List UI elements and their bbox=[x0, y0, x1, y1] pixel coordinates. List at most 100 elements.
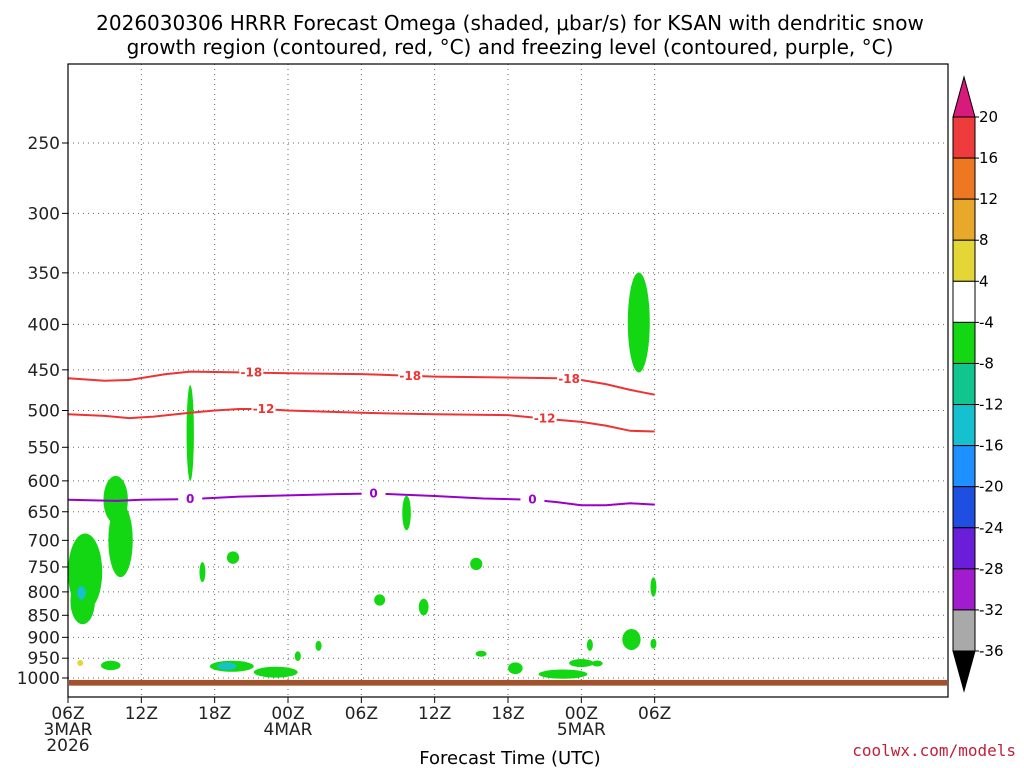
colorbar-tick-label: -24 bbox=[979, 519, 1004, 537]
colorbar-tick-label: 8 bbox=[979, 231, 989, 249]
colorbar-tick-label: -4 bbox=[979, 313, 994, 331]
x-tick-label: 06Z bbox=[51, 704, 84, 724]
contour-label--18: -18 bbox=[558, 372, 580, 386]
colorbar-tick-label: -8 bbox=[979, 354, 994, 372]
x-tick-year: 2026 bbox=[46, 736, 89, 756]
colorbar-bin bbox=[952, 486, 976, 529]
colorbar-bin bbox=[952, 198, 976, 241]
omega-region bbox=[569, 659, 594, 668]
colorbar-bin bbox=[952, 280, 976, 323]
contour-label-bg bbox=[532, 410, 557, 427]
y-tick-label: 600 bbox=[28, 472, 60, 492]
x-tick-date: 5MAR bbox=[557, 720, 606, 740]
colorbar-top-arrow bbox=[952, 75, 976, 118]
y-tick-label: 300 bbox=[28, 204, 60, 224]
y-tick-label: 350 bbox=[28, 264, 60, 284]
omega-region bbox=[507, 662, 523, 675]
y-tick-label: 850 bbox=[28, 606, 60, 626]
y-tick-label: 900 bbox=[28, 628, 60, 648]
x-tick-label: 00Z bbox=[565, 704, 598, 724]
colorbar-tick-label: -16 bbox=[979, 437, 1004, 455]
omega-region bbox=[470, 557, 483, 571]
y-tick-label: 550 bbox=[28, 438, 60, 458]
y-tick-label: 500 bbox=[28, 402, 60, 422]
contour-label-bg bbox=[239, 364, 264, 381]
omega-region bbox=[226, 551, 240, 564]
omega-region bbox=[475, 650, 487, 657]
y-tick-label: 950 bbox=[28, 649, 60, 669]
colorbar-bin bbox=[952, 362, 976, 406]
omega-region bbox=[294, 651, 301, 662]
colorbar-bin bbox=[952, 527, 976, 570]
omega-region bbox=[591, 660, 603, 667]
x-tick-label: 06Z bbox=[345, 704, 378, 724]
contour-label-0: 0 bbox=[186, 492, 194, 506]
omega-region bbox=[315, 640, 322, 651]
y-tick-label: 250 bbox=[28, 134, 60, 154]
omega-region bbox=[418, 598, 429, 616]
omega-region bbox=[627, 272, 650, 373]
y-tick-label: 800 bbox=[28, 583, 60, 603]
omega-region bbox=[586, 639, 593, 651]
omega-region bbox=[186, 385, 194, 481]
colorbar-bin bbox=[952, 239, 976, 282]
x-tick-label: 18Z bbox=[491, 704, 524, 724]
colorbar-bin bbox=[952, 321, 976, 364]
omega-region bbox=[650, 638, 657, 649]
contour-label-bg bbox=[361, 485, 386, 502]
ground-band bbox=[69, 679, 947, 686]
plot-area: 2503003504004505005506006507007508008509… bbox=[17, 63, 949, 756]
colorbar-tick-label: -12 bbox=[979, 396, 1004, 414]
omega-region bbox=[374, 594, 386, 606]
contour-label-bg bbox=[398, 367, 423, 384]
colorbar-tick-label: -20 bbox=[979, 478, 1004, 496]
omega-region bbox=[650, 577, 657, 597]
x-tick-label: 12Z bbox=[125, 704, 158, 724]
x-tick-label: 06Z bbox=[638, 704, 671, 724]
plot-border bbox=[67, 63, 949, 698]
x-tick-label: 18Z bbox=[198, 704, 231, 724]
omega-region bbox=[199, 562, 206, 583]
contour-label-0: 0 bbox=[528, 493, 536, 507]
colorbar-tick-label: 12 bbox=[979, 190, 998, 208]
contour-line--12 bbox=[67, 408, 655, 433]
plot-frame bbox=[67, 63, 949, 698]
contour-line--18 bbox=[67, 370, 655, 396]
omega-region bbox=[538, 669, 588, 679]
contour-label--18: -18 bbox=[240, 366, 262, 380]
omega-region bbox=[101, 660, 121, 671]
colorbar-tick-label: 16 bbox=[979, 149, 998, 167]
x-tick-date: 3MAR bbox=[44, 720, 93, 740]
contour-label--18: -18 bbox=[399, 369, 421, 383]
colorbar-tick-label: 4 bbox=[979, 272, 989, 290]
colorbar-bin bbox=[952, 609, 976, 652]
omega-region bbox=[253, 666, 298, 678]
contour-label-bg bbox=[178, 491, 203, 508]
colorbar-bin bbox=[952, 568, 976, 611]
y-tick-label: 700 bbox=[28, 531, 60, 551]
y-tick-label: 1000 bbox=[17, 669, 60, 689]
omega-region bbox=[217, 662, 237, 670]
colorbar-bin bbox=[952, 157, 976, 200]
y-tick-label: 450 bbox=[28, 361, 60, 381]
omega-region bbox=[622, 628, 641, 650]
contour-label--12: -12 bbox=[253, 402, 275, 416]
omega-region bbox=[108, 503, 133, 578]
contour-label-bg bbox=[520, 491, 545, 508]
contour-label-0: 0 bbox=[369, 487, 377, 501]
colorbar-bin bbox=[952, 116, 976, 159]
x-tick-label: 00Z bbox=[271, 704, 304, 724]
omega-region bbox=[77, 660, 84, 667]
chart-title-line1: 2026030306 HRRR Forecast Omega (shaded, … bbox=[96, 11, 924, 35]
omega-region bbox=[70, 578, 95, 625]
colorbar-tick-label: -36 bbox=[979, 642, 1004, 660]
colorbar-tick-label: -28 bbox=[979, 560, 1004, 578]
colorbar-bin bbox=[952, 445, 976, 488]
omega-region bbox=[77, 586, 86, 600]
credit-text[interactable]: coolwx.com/models bbox=[852, 741, 1016, 760]
contour-label-bg bbox=[557, 371, 582, 388]
colorbar-bin bbox=[952, 404, 976, 447]
y-tick-label: 650 bbox=[28, 503, 60, 523]
colorbar-tick-label: -32 bbox=[979, 601, 1004, 619]
